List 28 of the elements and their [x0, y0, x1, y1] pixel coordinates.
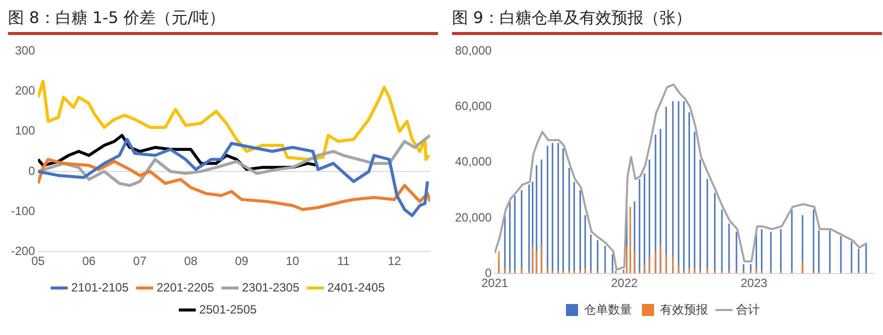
legend-label: 2301-2305 — [242, 280, 300, 294]
y-tick-label: 200 — [14, 84, 36, 98]
y-tick-label: -100 — [10, 204, 36, 218]
legend-label: 2101-2105 — [71, 280, 129, 294]
y-tick-label: 0 — [28, 164, 36, 178]
y-tick-label: 60,000 — [455, 99, 492, 114]
x-tick-label: 10 — [286, 254, 300, 268]
x-tick-label: 2023 — [740, 276, 768, 290]
chart-title: 图 8：白糖 1-5 价差（元/吨） — [8, 8, 226, 29]
x-tick-label: 11 — [337, 254, 350, 268]
y-tick-label: 40,000 — [455, 154, 492, 169]
y-tick-label: 80,000 — [455, 44, 492, 58]
x-tick-label: 07 — [133, 254, 147, 268]
y-tick-label: 100 — [14, 124, 36, 138]
legend-label: 2401-2405 — [327, 280, 386, 294]
legend-label: 2501-2505 — [199, 302, 258, 316]
chart-title: 图 9：白糖仓单及有效预报（张） — [452, 8, 692, 29]
legend-label: 仓单数量 — [584, 302, 632, 316]
legend-label: 合计 — [736, 302, 760, 316]
legend-label: 有效预报 — [660, 302, 708, 316]
x-tick-label: 08 — [184, 254, 198, 268]
legend-label: 2201-2205 — [156, 280, 214, 294]
x-tick-label: 12 — [388, 254, 402, 268]
x-tick-label: 06 — [82, 254, 96, 268]
y-tick-label: 300 — [14, 44, 36, 58]
x-tick-label: 09 — [234, 254, 249, 268]
y-tick-label: 20,000 — [455, 210, 492, 224]
x-tick-label: 2022 — [610, 276, 638, 290]
